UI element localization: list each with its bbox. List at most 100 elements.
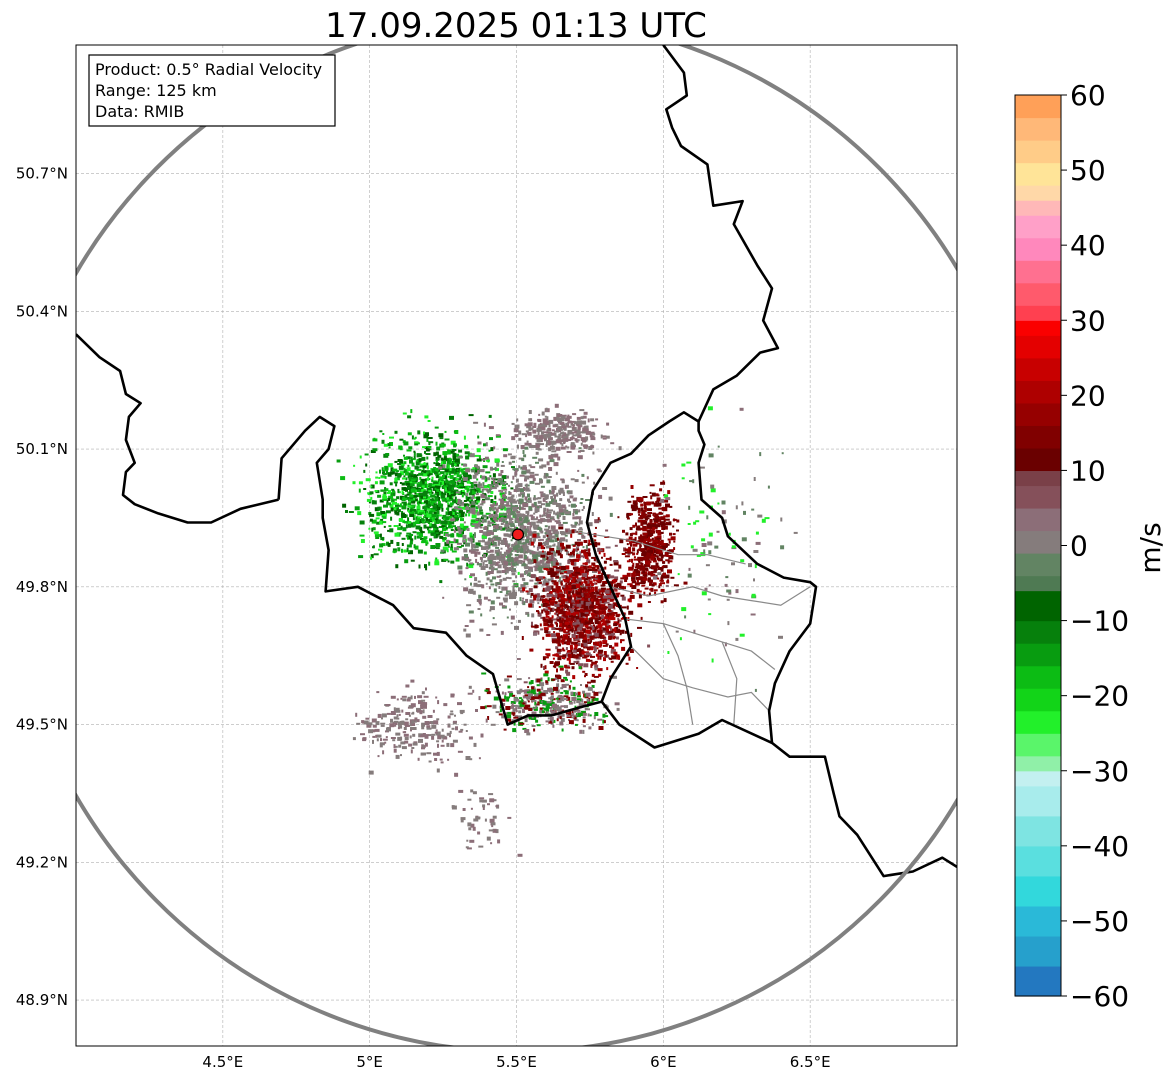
echo-pixel bbox=[389, 471, 395, 475]
echo-pixel bbox=[389, 482, 393, 486]
echo-pixel bbox=[658, 548, 662, 552]
echo-pixel bbox=[544, 656, 549, 659]
echo-pixel bbox=[592, 433, 596, 436]
echo-pixel bbox=[535, 704, 538, 708]
echo-pixel bbox=[503, 488, 508, 491]
echo-pixel bbox=[505, 576, 509, 579]
echo-pixel bbox=[551, 699, 554, 702]
echo-pixel bbox=[568, 719, 570, 721]
echo-pixel bbox=[643, 532, 648, 535]
echo-pixel bbox=[526, 572, 531, 577]
echo-pixel bbox=[582, 584, 585, 588]
echo-pixel bbox=[603, 560, 607, 564]
echo-pixel bbox=[594, 541, 598, 544]
echo-pixel bbox=[581, 581, 584, 586]
echo-pixel bbox=[466, 528, 470, 531]
echo-pixel bbox=[665, 521, 668, 524]
echo-pixel bbox=[600, 434, 603, 439]
echo-pixel bbox=[497, 561, 501, 564]
echo-pixel bbox=[538, 582, 542, 584]
echo-pixel bbox=[536, 565, 542, 569]
echo-pixel bbox=[497, 480, 500, 483]
echo-pixel bbox=[550, 496, 554, 499]
echo-pixel bbox=[389, 436, 394, 439]
echo-pixel bbox=[429, 472, 433, 476]
echo-pixel bbox=[524, 533, 528, 537]
echo-pixel bbox=[430, 530, 435, 533]
echo-pixel bbox=[417, 430, 421, 435]
echo-pixel bbox=[599, 640, 602, 645]
echo-pixel bbox=[480, 493, 485, 498]
echo-pixel bbox=[476, 448, 481, 453]
echo-pixel bbox=[630, 632, 633, 637]
echo-pixel bbox=[407, 432, 412, 436]
echo-pixel bbox=[531, 711, 537, 715]
echo-pixel bbox=[568, 585, 572, 589]
echo-pixel bbox=[576, 619, 580, 623]
echo-pixel bbox=[456, 542, 462, 545]
echo-pixel bbox=[464, 554, 468, 558]
echo-pixel bbox=[557, 642, 560, 647]
echo-pixel bbox=[417, 503, 420, 507]
echo-pixel bbox=[588, 548, 591, 553]
echo-pixel bbox=[487, 495, 493, 498]
echo-pixel bbox=[585, 684, 589, 688]
echo-pixel bbox=[456, 453, 459, 457]
echo-pixel bbox=[559, 418, 562, 423]
echo-pixel bbox=[419, 463, 424, 466]
echo-pixel bbox=[509, 590, 512, 595]
echo-pixel bbox=[540, 565, 544, 569]
echo-pixel bbox=[551, 535, 556, 539]
echo-pixel bbox=[528, 410, 532, 414]
echo-pixel bbox=[394, 477, 398, 482]
echo-pixel bbox=[655, 530, 658, 534]
echo-pixel bbox=[444, 524, 447, 527]
echo-pixel bbox=[594, 586, 598, 591]
echo-pixel bbox=[590, 696, 596, 699]
echo-pixel bbox=[554, 403, 559, 408]
echo-pixel bbox=[358, 481, 363, 485]
echo-pixel bbox=[515, 540, 518, 545]
echo-pixel bbox=[563, 603, 566, 606]
echo-pixel bbox=[667, 560, 673, 563]
echo-pixel bbox=[566, 696, 571, 701]
echo-pixel bbox=[540, 485, 545, 488]
echo-pixel bbox=[475, 517, 481, 521]
echo-pixel bbox=[447, 545, 450, 548]
echo-pixel bbox=[397, 463, 402, 465]
echo-pixel bbox=[529, 514, 534, 517]
echo-pixel bbox=[447, 560, 450, 563]
echo-pixel bbox=[433, 462, 436, 465]
echo-pixel bbox=[382, 471, 385, 475]
echo-pixel bbox=[374, 531, 379, 535]
echo-pixel bbox=[435, 547, 440, 550]
echo-pixel bbox=[628, 559, 631, 562]
echo-pixel bbox=[416, 505, 421, 510]
echo-pixel bbox=[507, 568, 513, 571]
echo-pixel bbox=[451, 462, 455, 467]
echo-pixel bbox=[581, 509, 584, 511]
echo-pixel bbox=[640, 580, 646, 584]
echo-pixel bbox=[489, 507, 492, 512]
echo-pixel bbox=[571, 431, 577, 434]
echo-pixel bbox=[558, 526, 564, 530]
echo-pixel bbox=[545, 473, 549, 477]
echo-pixel bbox=[569, 495, 574, 499]
echo-pixel bbox=[487, 530, 493, 533]
echo-pixel bbox=[442, 517, 447, 520]
velocity-echoes bbox=[336, 403, 798, 857]
echo-pixel bbox=[501, 698, 506, 702]
echo-pixel bbox=[543, 578, 547, 582]
echo-pixel bbox=[506, 697, 510, 702]
echo-pixel bbox=[655, 562, 659, 567]
echo-pixel bbox=[556, 492, 559, 497]
echo-pixel bbox=[613, 607, 616, 610]
echo-pixel bbox=[414, 465, 419, 470]
echo-pixel bbox=[683, 581, 688, 585]
echo-pixel bbox=[613, 561, 619, 566]
echo-pixel bbox=[508, 529, 513, 532]
echo-pixel bbox=[547, 581, 550, 585]
echo-pixel bbox=[554, 612, 557, 615]
echo-pixel bbox=[657, 500, 660, 504]
echo-pixel bbox=[564, 690, 569, 695]
